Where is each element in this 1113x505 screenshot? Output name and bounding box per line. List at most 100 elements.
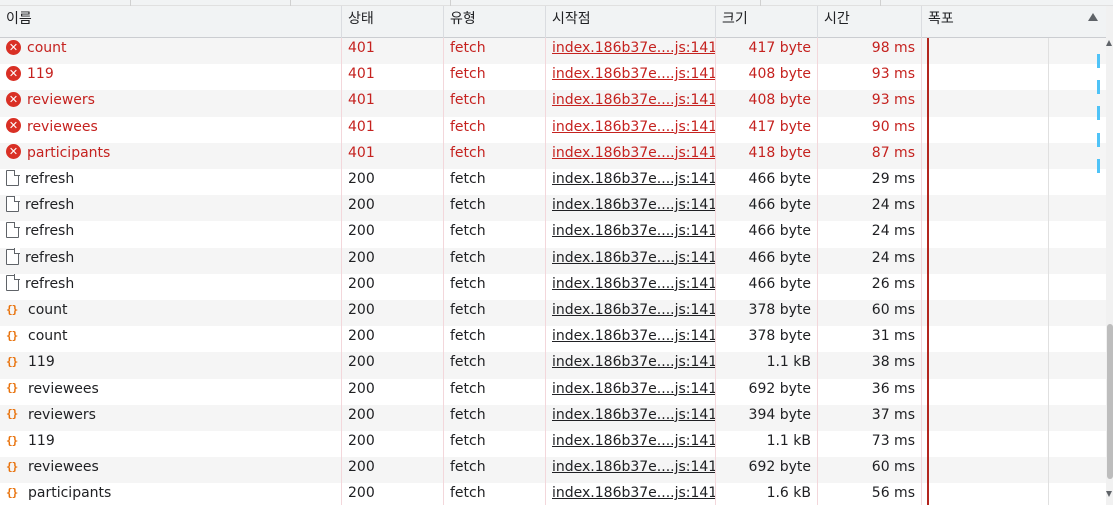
- column-header-status[interactable]: 상태: [342, 6, 444, 38]
- initiator-cell: index.186b37e....js:1415.: [546, 352, 716, 379]
- table-row[interactable]: ✕ reviewers 401 fetch index.186b37e....js:14…: [0, 90, 1106, 117]
- time-cell: 60 ms: [818, 300, 922, 327]
- table-row[interactable]: {} reviewees 200 fetch index.186b37e....js:1…: [0, 378, 1106, 405]
- status-cell: 200: [342, 221, 444, 248]
- table-row[interactable]: refresh 200 fetch index.186b37e....js:1415.…: [0, 195, 1106, 222]
- size-cell: 394 byte: [716, 404, 818, 431]
- table-row[interactable]: refresh 200 fetch index.186b37e....js:1415.…: [0, 169, 1106, 196]
- initiator-link[interactable]: index.186b37e....js:1415.: [552, 380, 716, 397]
- type-cell: fetch: [444, 64, 546, 91]
- request-name-cell[interactable]: ✕ participants: [0, 142, 342, 169]
- initiator-link[interactable]: index.186b37e....js:1415.: [552, 433, 716, 449]
- initiator-link[interactable]: index.186b37e....js:1415.: [552, 40, 716, 56]
- table-row[interactable]: ✕ count 401 fetch index.186b37e....js:1415. 4…: [0, 38, 1106, 65]
- status-cell: 200: [342, 378, 444, 405]
- column-header-type[interactable]: 유형: [444, 6, 546, 38]
- request-name-cell[interactable]: {} reviewees: [0, 378, 342, 405]
- size-cell: 1.1 kB: [716, 352, 818, 379]
- table-row[interactable]: ✕ 119 401 fetch index.186b37e....js:1415. 408…: [0, 64, 1106, 91]
- request-name-cell[interactable]: refresh: [0, 221, 342, 248]
- waterfall-timing-bar[interactable]: [1097, 80, 1100, 95]
- initiator-link[interactable]: index.186b37e....js:1415.: [552, 92, 716, 109]
- size-cell: 466 byte: [716, 273, 818, 300]
- request-name-cell[interactable]: {} count: [0, 326, 342, 353]
- waterfall-cell: [922, 64, 1106, 90]
- waterfall-load-marker: [927, 38, 929, 505]
- request-name-cell[interactable]: refresh: [0, 247, 342, 274]
- scroll-up-arrow-icon[interactable]: [1106, 40, 1112, 46]
- table-row[interactable]: {} reviewers 200 fetch index.186b37e....js:1…: [0, 404, 1106, 431]
- request-name-cell[interactable]: ✕ reviewees: [0, 116, 342, 143]
- request-name: reviewers: [27, 92, 95, 109]
- document-icon: [6, 248, 20, 265]
- table-row[interactable]: refresh 200 fetch index.186b37e....js:1415.…: [0, 221, 1106, 248]
- table-row[interactable]: ✕ reviewees 401 fetch index.186b37e....js:14…: [0, 116, 1106, 143]
- initiator-cell: index.186b37e....js:1415.: [546, 142, 716, 169]
- table-row[interactable]: {} count 200 fetch index.186b37e....js:1415.…: [0, 300, 1106, 327]
- initiator-link[interactable]: index.186b37e....js:1415.: [552, 197, 716, 214]
- column-header-initiator[interactable]: 시작점: [546, 6, 716, 38]
- initiator-link[interactable]: index.186b37e....js:1415.: [552, 171, 716, 187]
- waterfall-timing-bar[interactable]: [1097, 54, 1100, 68]
- request-name-cell[interactable]: refresh: [0, 169, 342, 196]
- scrollbar-thumb[interactable]: [1107, 324, 1113, 479]
- table-row[interactable]: {} count 200 fetch index.186b37e....js:1415.…: [0, 326, 1106, 353]
- waterfall-timing-bar[interactable]: [1097, 158, 1100, 173]
- column-header-waterfall[interactable]: 폭포: [922, 6, 1106, 38]
- request-name-cell[interactable]: ✕ count: [0, 38, 342, 65]
- initiator-link[interactable]: index.186b37e....js:1415.: [552, 144, 716, 161]
- request-name-cell[interactable]: {} count: [0, 300, 342, 327]
- initiator-link[interactable]: index.186b37e....js:1415.: [552, 118, 716, 135]
- initiator-link[interactable]: index.186b37e....js:1415.: [552, 328, 716, 345]
- table-row[interactable]: {} reviewees 200 fetch index.186b37e....js:1…: [0, 457, 1106, 484]
- waterfall-cell: [922, 457, 1106, 483]
- type-cell: fetch: [444, 221, 546, 248]
- initiator-link[interactable]: index.186b37e....js:1415.: [552, 275, 716, 292]
- sort-ascending-icon[interactable]: [1088, 13, 1098, 21]
- scroll-down-arrow-icon[interactable]: [1106, 491, 1112, 497]
- column-header-name[interactable]: 이름: [0, 6, 342, 38]
- initiator-link[interactable]: index.186b37e....js:1415.: [552, 223, 716, 240]
- initiator-link[interactable]: index.186b37e....js:1415.: [552, 302, 716, 318]
- initiator-link[interactable]: index.186b37e....js:1415.: [552, 485, 716, 502]
- status-cell: 401: [342, 64, 444, 91]
- request-name-cell[interactable]: refresh: [0, 273, 342, 300]
- column-header-time[interactable]: 시간: [818, 6, 922, 38]
- waterfall-timing-bar[interactable]: [1097, 106, 1100, 121]
- initiator-link[interactable]: index.186b37e....js:1415.: [552, 459, 716, 476]
- initiator-link[interactable]: index.186b37e....js:1415.: [552, 66, 716, 83]
- vertical-scrollbar[interactable]: [1106, 6, 1113, 505]
- request-name: reviewees: [27, 118, 98, 135]
- request-name-cell[interactable]: {} 119: [0, 352, 342, 379]
- request-name-cell[interactable]: {} 119: [0, 431, 342, 458]
- initiator-link[interactable]: index.186b37e....js:1415.: [552, 249, 716, 266]
- waterfall-cell: [922, 300, 1106, 326]
- table-row[interactable]: {} participants 200 fetch index.186b37e....j…: [0, 483, 1106, 505]
- waterfall-timing-bar[interactable]: [1097, 132, 1100, 147]
- initiator-link[interactable]: index.186b37e....js:1415.: [552, 354, 716, 371]
- request-name-cell[interactable]: {} participants: [0, 483, 342, 505]
- time-cell: 26 ms: [818, 273, 922, 300]
- request-name: reviewers: [28, 406, 96, 423]
- request-name: count: [28, 302, 68, 318]
- table-row[interactable]: refresh 200 fetch index.186b37e....js:1415.…: [0, 273, 1106, 300]
- request-name-cell[interactable]: {} reviewees: [0, 457, 342, 484]
- type-cell: fetch: [444, 483, 546, 505]
- waterfall-cell: [922, 90, 1106, 116]
- request-name: participants: [27, 144, 111, 161]
- table-row[interactable]: {} 119 200 fetch index.186b37e....js:1415. 1.…: [0, 431, 1106, 458]
- request-name-cell[interactable]: refresh: [0, 195, 342, 222]
- initiator-cell: index.186b37e....js:1415.: [546, 221, 716, 248]
- request-name-cell[interactable]: ✕ 119: [0, 64, 342, 91]
- request-name-cell[interactable]: ✕ reviewers: [0, 90, 342, 117]
- type-cell: fetch: [444, 378, 546, 405]
- table-row[interactable]: ✕ participants 401 fetch index.186b37e....js…: [0, 142, 1106, 169]
- request-name-cell[interactable]: {} reviewers: [0, 404, 342, 431]
- table-row[interactable]: {} 119 200 fetch index.186b37e....js:1415. 1.…: [0, 352, 1106, 379]
- waterfall-cell: [922, 248, 1106, 274]
- initiator-cell: index.186b37e....js:1415.: [546, 326, 716, 353]
- status-cell: 401: [342, 90, 444, 117]
- initiator-link[interactable]: index.186b37e....js:1415.: [552, 406, 716, 423]
- column-header-size[interactable]: 크기: [716, 6, 818, 38]
- table-row[interactable]: refresh 200 fetch index.186b37e....js:1415.…: [0, 247, 1106, 274]
